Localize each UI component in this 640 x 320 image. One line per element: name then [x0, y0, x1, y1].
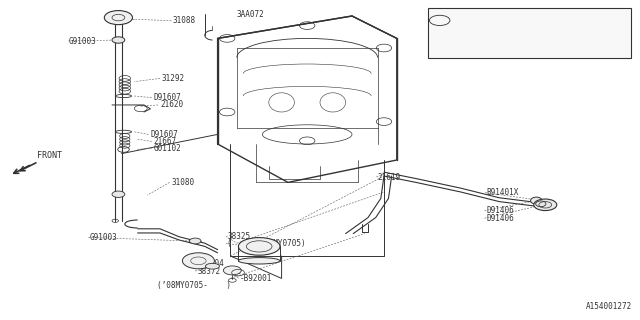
Text: (      -’08MY0708): ( -’08MY0708)	[504, 17, 582, 24]
Text: 31080: 31080	[172, 178, 195, 187]
Text: D91607: D91607	[150, 130, 178, 139]
Circle shape	[429, 15, 450, 26]
Text: 21619: 21619	[378, 173, 401, 182]
Text: B91401X: B91401X	[486, 188, 519, 197]
Text: D92005: D92005	[453, 41, 481, 50]
Text: 31088: 31088	[173, 16, 196, 25]
Ellipse shape	[239, 237, 280, 255]
Ellipse shape	[239, 258, 280, 264]
Text: 38325: 38325	[227, 232, 250, 241]
Circle shape	[112, 37, 125, 43]
Text: 21667: 21667	[154, 137, 177, 146]
Text: 1: 1	[437, 16, 442, 25]
Text: 1: 1	[236, 270, 240, 275]
Text: G91003: G91003	[69, 37, 97, 46]
Ellipse shape	[205, 263, 220, 269]
Text: -B92001: -B92001	[240, 274, 273, 283]
Circle shape	[104, 11, 132, 25]
Circle shape	[182, 253, 214, 269]
Circle shape	[534, 199, 557, 211]
Text: D91406: D91406	[486, 206, 514, 215]
Text: (     -’08MY0705): ( -’08MY0705)	[227, 239, 306, 248]
Text: 21620: 21620	[160, 100, 183, 109]
Text: D91406: D91406	[486, 214, 514, 223]
Bar	[428, 8, 631, 58]
Text: A154001272: A154001272	[586, 302, 632, 311]
Text: G95904: G95904	[197, 260, 225, 268]
Text: G01102: G01102	[154, 144, 181, 153]
Text: G91003: G91003	[90, 233, 117, 242]
Text: FRONT: FRONT	[37, 151, 62, 160]
Circle shape	[112, 191, 125, 197]
Text: (’08MY0705-    ): (’08MY0705- )	[157, 281, 231, 290]
Text: 3AA072: 3AA072	[237, 10, 264, 19]
Text: (’08MY0708-     ): (’08MY0708- )	[504, 42, 578, 48]
Ellipse shape	[531, 197, 542, 204]
Text: 11126: 11126	[456, 16, 479, 25]
Text: 31292: 31292	[162, 74, 185, 83]
Circle shape	[189, 238, 201, 244]
Text: D91607: D91607	[154, 93, 181, 102]
Text: 38372: 38372	[197, 267, 220, 276]
Ellipse shape	[536, 201, 546, 207]
Circle shape	[223, 266, 241, 275]
